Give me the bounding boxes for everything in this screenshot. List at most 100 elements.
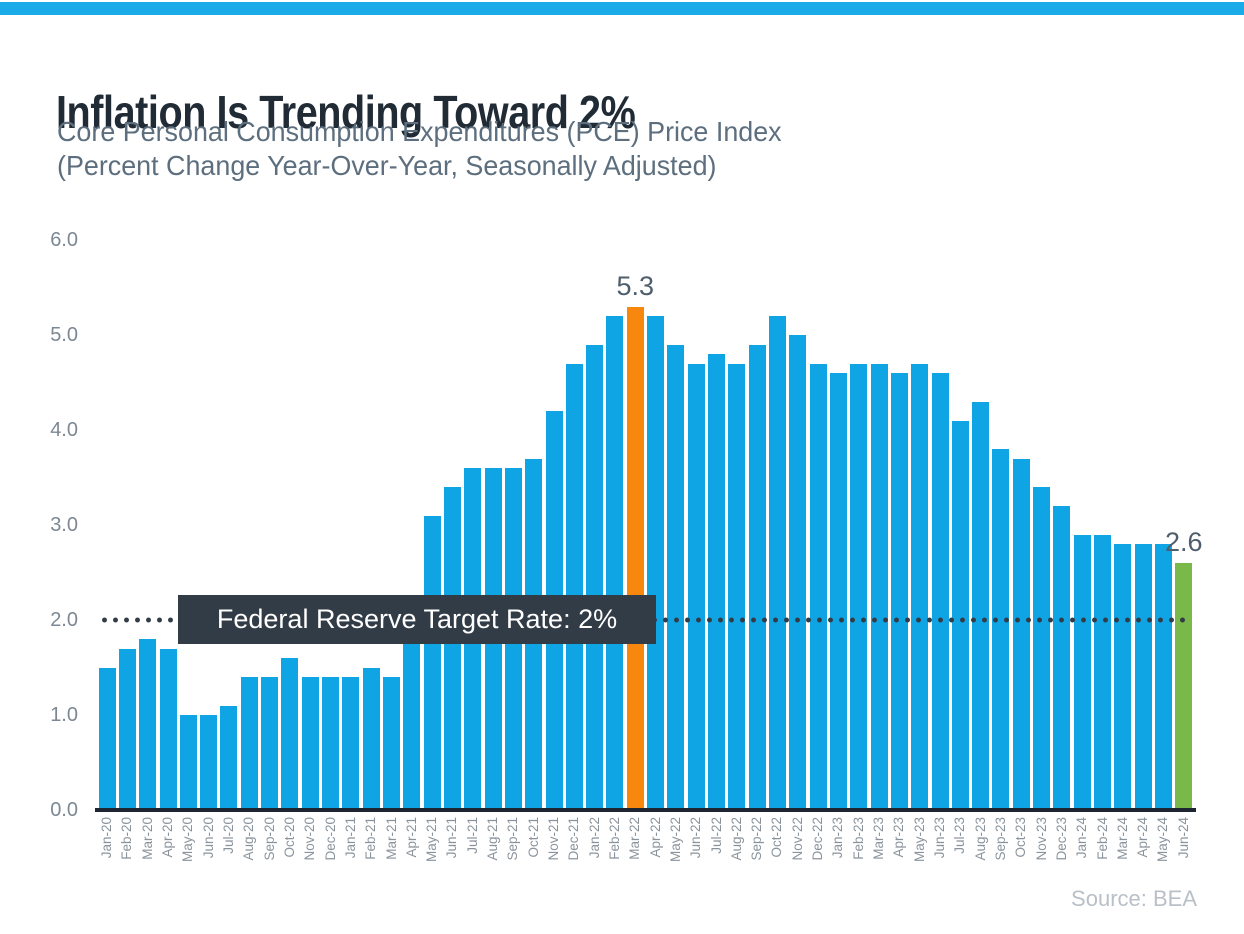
bar-value-label-Jun-24: 2.6 bbox=[1165, 527, 1203, 557]
x-tick-label-Jan-24: Jan-24 bbox=[1074, 817, 1090, 859]
bar-Dec-20 bbox=[322, 677, 340, 810]
bar-Sep-23 bbox=[992, 449, 1010, 810]
x-tick-label-Jun-24: Jun-24 bbox=[1175, 817, 1191, 859]
x-tick-label-Apr-23: Apr-23 bbox=[891, 817, 907, 858]
bar-Mar-21 bbox=[383, 677, 400, 810]
x-tick-label-Dec-22: Dec-22 bbox=[810, 817, 826, 861]
bar-Jan-24 bbox=[1073, 534, 1091, 810]
x-tick-label-Feb-24: Feb-24 bbox=[1094, 817, 1110, 860]
x-tick-label-Oct-22: Oct-22 bbox=[769, 817, 785, 858]
x-tick-label-Aug-20: Aug-20 bbox=[241, 817, 257, 861]
x-tick-label-Jan-21: Jan-21 bbox=[342, 817, 358, 859]
x-tick-label-Jan-23: Jan-23 bbox=[830, 817, 846, 859]
x-tick-label-Dec-20: Dec-20 bbox=[322, 817, 338, 861]
bar-Sep-20 bbox=[261, 677, 279, 810]
x-tick-label-Oct-20: Oct-20 bbox=[281, 817, 297, 858]
x-tick-label-May-23: May-23 bbox=[911, 817, 927, 863]
bar-Aug-23 bbox=[972, 401, 990, 810]
x-axis-line bbox=[95, 808, 1196, 812]
bar-May-22 bbox=[667, 344, 685, 810]
bar-Jan-23 bbox=[829, 373, 847, 810]
x-tick-label-Feb-21: Feb-21 bbox=[363, 817, 379, 860]
y-tick-label: 6.0 bbox=[50, 229, 78, 251]
source-note: Source: BEA bbox=[1071, 886, 1197, 911]
bar-Nov-23 bbox=[1033, 487, 1051, 810]
x-tick-label-Jun-20: Jun-20 bbox=[200, 817, 216, 859]
bar-Dec-22 bbox=[809, 363, 827, 810]
bar-Apr-21 bbox=[403, 620, 421, 810]
bar-May-24 bbox=[1154, 544, 1172, 810]
x-tick-label-Aug-22: Aug-22 bbox=[728, 817, 744, 861]
bar-Nov-20 bbox=[301, 677, 319, 810]
x-tick-label-Aug-21: Aug-21 bbox=[485, 817, 501, 861]
bar-Jul-20 bbox=[220, 705, 238, 810]
bar-Feb-20 bbox=[118, 648, 136, 810]
x-tick-label-Apr-22: Apr-22 bbox=[647, 817, 663, 858]
target-rate-label-box: Federal Reserve Target Rate: 2% bbox=[178, 595, 656, 644]
x-tick-label-Nov-21: Nov-21 bbox=[546, 817, 562, 861]
x-tick-label-Feb-22: Feb-22 bbox=[606, 817, 622, 860]
x-tick-label-Sep-21: Sep-21 bbox=[505, 817, 521, 861]
plot-area: Federal Reserve Target Rate: 2% 5.3 2.6 bbox=[97, 240, 1203, 810]
x-tick-label-May-24: May-24 bbox=[1155, 817, 1171, 863]
x-tick-label-Mar-20: Mar-20 bbox=[139, 817, 155, 860]
bar-Apr-22 bbox=[647, 316, 665, 810]
bar-Aug-20 bbox=[240, 677, 258, 810]
x-tick-label-Aug-23: Aug-23 bbox=[972, 817, 988, 861]
bar-Mar-24 bbox=[1114, 544, 1132, 810]
chart-subtitle-line1: Core Personal Consumption Expenditures (… bbox=[57, 116, 782, 147]
bar-Oct-20 bbox=[281, 658, 299, 810]
bar-Apr-20 bbox=[159, 648, 177, 810]
y-tick-label: 1.0 bbox=[50, 704, 78, 726]
accent-top-bar bbox=[0, 2, 1244, 15]
bar-Aug-22 bbox=[728, 363, 746, 810]
y-tick-label: 5.0 bbox=[50, 324, 78, 346]
x-tick-label-May-21: May-21 bbox=[424, 817, 440, 863]
x-tick-label-Nov-22: Nov-22 bbox=[789, 817, 805, 861]
x-tick-label-Jun-22: Jun-22 bbox=[688, 817, 704, 859]
x-tick-label-Feb-20: Feb-20 bbox=[119, 817, 135, 860]
x-tick-label-Nov-23: Nov-23 bbox=[1033, 817, 1049, 861]
bar-Jun-24 bbox=[1175, 563, 1193, 810]
chart-subtitle-line2: (Percent Change Year-Over-Year, Seasonal… bbox=[57, 150, 717, 181]
x-tick-label-Oct-23: Oct-23 bbox=[1013, 817, 1029, 858]
x-tick-label-Mar-23: Mar-23 bbox=[871, 817, 887, 860]
x-tick-label-Jun-21: Jun-21 bbox=[444, 817, 460, 859]
bar-Sep-22 bbox=[748, 344, 766, 810]
bar-Jun-20 bbox=[200, 715, 218, 810]
x-tick-label-Oct-21: Oct-21 bbox=[525, 817, 541, 858]
bar-Jun-22 bbox=[687, 363, 705, 810]
x-tick-label-Feb-23: Feb-23 bbox=[850, 817, 866, 860]
x-tick-label-Sep-20: Sep-20 bbox=[261, 817, 277, 861]
bar-Nov-22 bbox=[789, 335, 807, 810]
x-tick-label-Jul-22: Jul-22 bbox=[708, 817, 724, 854]
x-tick-label-Mar-24: Mar-24 bbox=[1114, 817, 1130, 860]
x-tick-label-Dec-23: Dec-23 bbox=[1053, 817, 1069, 861]
x-tick-label-Dec-21: Dec-21 bbox=[566, 817, 582, 861]
bar-May-21 bbox=[423, 515, 441, 810]
bar-Feb-22 bbox=[606, 316, 624, 810]
x-tick-label-Jan-22: Jan-22 bbox=[586, 817, 602, 859]
x-tick-label-May-20: May-20 bbox=[180, 817, 196, 863]
bar-Jul-22 bbox=[708, 354, 726, 810]
bar-Mar-20 bbox=[139, 639, 157, 810]
bar-Feb-24 bbox=[1094, 534, 1112, 810]
x-tick-label-Jul-23: Jul-23 bbox=[952, 817, 968, 854]
x-tick-label-Mar-22: Mar-22 bbox=[627, 817, 643, 860]
x-tick-label-May-22: May-22 bbox=[667, 817, 683, 863]
x-tick-label-Jun-23: Jun-23 bbox=[932, 817, 947, 859]
bar-Jun-23 bbox=[931, 373, 949, 810]
x-tick-label-Jul-20: Jul-20 bbox=[220, 817, 236, 854]
bar-Jul-23 bbox=[951, 420, 969, 810]
bar-Feb-21 bbox=[362, 667, 380, 810]
bar-Oct-23 bbox=[1012, 458, 1030, 810]
x-tick-label-Apr-24: Apr-24 bbox=[1135, 817, 1151, 858]
x-tick-label-Jul-21: Jul-21 bbox=[464, 817, 480, 854]
bar-Jan-21 bbox=[342, 677, 360, 810]
bar-Mar-22 bbox=[626, 306, 644, 810]
bar-Jan-20 bbox=[98, 667, 116, 810]
x-tick-label-Jan-20: Jan-20 bbox=[99, 817, 115, 859]
x-tick-label-Apr-20: Apr-20 bbox=[160, 817, 176, 858]
bar-May-23 bbox=[911, 363, 929, 810]
